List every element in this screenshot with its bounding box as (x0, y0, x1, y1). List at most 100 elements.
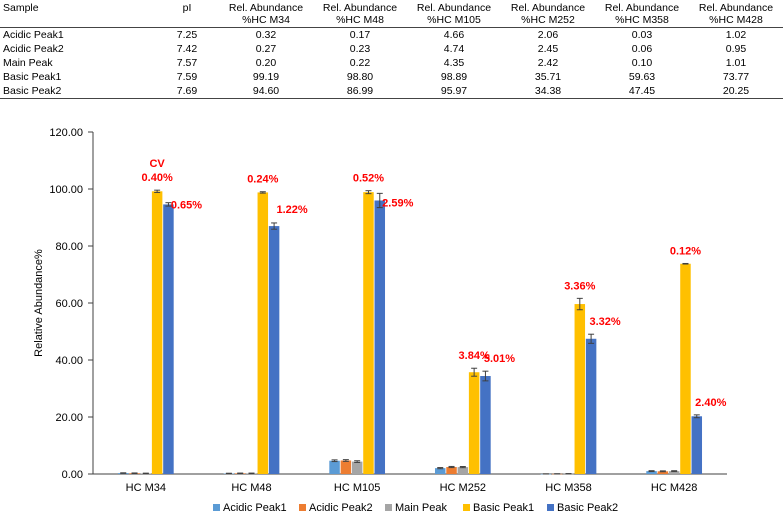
header-m428: Rel. Abundance %HC M428 (689, 0, 783, 28)
legend-swatch (213, 504, 220, 511)
table-header-row: Sample pI Rel. Abundance %HC M34 Rel. Ab… (0, 0, 783, 28)
legend-label: Main Peak (395, 502, 447, 514)
results-table: Sample pI Rel. Abundance %HC M34 Rel. Ab… (0, 0, 783, 99)
bar (457, 467, 469, 474)
bar (151, 191, 163, 474)
x-tick-label: HC M34 (126, 482, 166, 494)
table-row: Basic Peak2 7.69 94.60 86.99 95.97 34.38 47.45… (0, 84, 783, 99)
bar (585, 338, 597, 474)
cv-label: 2.59% (382, 197, 413, 209)
table-row: Acidic Peak1 7.25 0.32 0.17 4.66 2.06 0.03 1.02 (0, 28, 783, 43)
header-m48: Rel. Abundance %HC M48 (313, 0, 407, 28)
table-cell: 98.89 (440, 71, 468, 83)
table-cell: 0.10 (631, 57, 653, 69)
bar-chart: 0.00 20.00 40.00 60.00 80.00 100.00 120.00 Rela… (33, 127, 727, 514)
table-cell: 1.02 (725, 29, 747, 41)
table-body: Acidic Peak1 7.25 0.32 0.17 4.66 2.06 0.03 1.02… (0, 28, 783, 99)
cv-label: 0.52% (353, 173, 384, 185)
cv-label: 2.40% (695, 397, 726, 409)
table-cell: 1.01 (725, 57, 747, 69)
table-cell: 0.17 (349, 29, 371, 41)
table-row: Basic Peak1 7.59 99.19 98.80 98.89 35.71 59.63… (0, 70, 783, 84)
table-cell: 0.23 (349, 43, 371, 55)
y-tick-label: 40.00 (55, 355, 83, 367)
header-m34: Rel. Abundance %HC M34 (219, 0, 313, 28)
header-m105: Rel. Abundance %HC M105 (407, 0, 501, 28)
bar (657, 471, 669, 474)
legend-swatch (385, 504, 392, 511)
table-row: Acidic Peak2 7.42 0.27 0.23 4.74 2.45 0.06 0.95 (0, 42, 783, 56)
cv-label: 0.40% (142, 172, 173, 184)
x-tick-label: HC M105 (334, 482, 380, 494)
y-tick-label: 20.00 (55, 412, 83, 424)
legend-swatch (547, 504, 554, 511)
row-sample-name: Main Peak (3, 57, 53, 69)
legend-label: Basic Peak1 (473, 502, 534, 514)
table-cell: 20.25 (689, 84, 783, 99)
bar (468, 372, 480, 474)
table-cell: 7.69 (155, 84, 219, 99)
table-cell: 95.97 (407, 84, 501, 99)
legend-label: Basic Peak2 (557, 502, 618, 514)
header-sample: Sample (0, 0, 155, 28)
bar (574, 304, 586, 474)
row-sample-name: Acidic Peak1 (3, 29, 64, 41)
row-sample-name: Basic Peak1 (3, 71, 62, 83)
bar (668, 471, 680, 474)
table-cell: 86.99 (313, 84, 407, 99)
cv-title: CV (149, 158, 165, 170)
y-tick-label: 80.00 (55, 241, 83, 253)
table-cell: 73.77 (722, 71, 750, 83)
bar (446, 467, 457, 474)
table-cell: 4.74 (443, 43, 465, 55)
table-cell: 99.19 (252, 71, 280, 83)
table-cell: 0.95 (725, 43, 747, 55)
legend-swatch (299, 504, 306, 511)
bar (351, 461, 363, 474)
table-cell: 4.66 (443, 29, 465, 41)
table-cell: 0.32 (255, 29, 277, 41)
table-cell: 2.42 (537, 57, 559, 69)
y-tick-label: 0.00 (62, 469, 83, 481)
cv-label: 5.01% (484, 353, 515, 365)
table-cell: 59.63 (628, 71, 656, 83)
bar (680, 263, 691, 474)
bar (340, 460, 352, 474)
row-sample-name: Basic Peak2 (0, 84, 155, 99)
table-cell: 94.60 (219, 84, 313, 99)
bar (374, 200, 386, 474)
bar (363, 192, 374, 474)
x-tick-label: HC M358 (545, 482, 591, 494)
header-pi: pI (155, 0, 219, 28)
table-cell: 2.45 (537, 43, 559, 55)
y-tick-label: 120.00 (49, 127, 83, 139)
bar (691, 416, 703, 474)
table-cell: 47.45 (595, 84, 689, 99)
cv-label: 1.22% (276, 204, 307, 216)
table-cell: 2.06 (537, 29, 559, 41)
table-cell: 34.38 (501, 84, 595, 99)
table-cell: 0.22 (349, 57, 371, 69)
cv-label: 0.65% (171, 199, 202, 211)
table-cell: 0.20 (255, 57, 277, 69)
table-cell: 0.06 (631, 43, 653, 55)
table-cell: 7.25 (176, 29, 198, 41)
x-tick-label: HC M428 (651, 482, 697, 494)
header-m358: Rel. Abundance %HC M358 (595, 0, 689, 28)
legend-label: Acidic Peak1 (223, 502, 287, 514)
y-tick-label: 100.00 (49, 184, 83, 196)
bar (434, 468, 446, 474)
bar (163, 204, 174, 474)
header-m252: Rel. Abundance %HC M252 (501, 0, 595, 28)
table-cell: 7.42 (176, 43, 198, 55)
table-cell: 0.27 (255, 43, 277, 55)
bar (646, 471, 657, 474)
table-cell: 7.59 (176, 71, 198, 83)
x-tick-label: HC M48 (231, 482, 271, 494)
cv-label: 3.84% (459, 350, 490, 362)
y-axis-title: Relative Abundance% (33, 249, 45, 357)
bar (329, 460, 340, 474)
y-tick-label: 60.00 (55, 298, 83, 310)
cv-label: 3.36% (564, 280, 595, 292)
table-cell: 7.57 (176, 57, 198, 69)
